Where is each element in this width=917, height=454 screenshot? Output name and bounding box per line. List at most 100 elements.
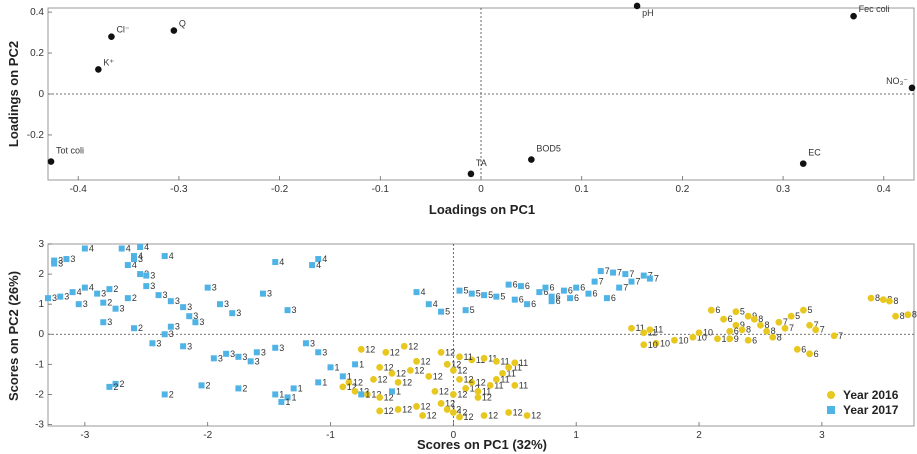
score-point-2016	[394, 378, 402, 386]
score-point-2017	[124, 262, 131, 269]
legend-marker-2017	[827, 406, 835, 414]
score-point-2016	[640, 329, 648, 337]
score-point-label: 4	[89, 244, 94, 254]
score-point-2017	[567, 295, 574, 302]
score-point-label: 3	[218, 353, 223, 363]
score-point-label: 12	[457, 407, 467, 417]
score-point-label: 12	[384, 392, 394, 402]
score-point-label: 4	[138, 251, 143, 261]
score-point-label: 12	[421, 401, 431, 411]
score-point-2016	[474, 388, 482, 395]
score-point-label: 3	[322, 347, 327, 357]
score-point-2016	[413, 357, 420, 365]
score-point-2016	[726, 335, 734, 343]
loadings-y-tick-label: 0	[38, 89, 44, 100]
score-point-label: 7	[599, 277, 604, 287]
score-point-2017	[548, 298, 555, 305]
score-point-2017	[315, 379, 322, 386]
score-point-2017	[94, 290, 101, 297]
score-point-label: 4	[169, 251, 174, 261]
score-point-label: 7	[654, 274, 659, 284]
score-point-2016	[689, 333, 697, 341]
score-point-label: 12	[451, 359, 461, 369]
scores-x-tick-label: -3	[80, 430, 89, 441]
score-point-2016	[419, 412, 427, 419]
score-point-label: 3	[107, 317, 112, 327]
loading-point-label: Cl⁻	[116, 25, 129, 35]
score-point-2016	[763, 327, 770, 335]
score-point-2016	[812, 326, 820, 334]
score-point-2016	[787, 312, 795, 320]
score-point-label: 10	[703, 328, 713, 338]
score-point-label: 1	[279, 389, 284, 399]
loadings-y-tick-label: 0.4	[30, 7, 44, 18]
score-point-label: 3	[138, 254, 143, 264]
score-point-2017	[161, 253, 168, 260]
score-point-2016	[468, 378, 476, 386]
score-point-2016	[351, 388, 359, 395]
loading-point-label: NO₃⁻	[886, 76, 908, 86]
scores-y-tick-label: 2	[38, 269, 44, 280]
score-point-label: 12	[476, 377, 486, 387]
score-point-2017	[51, 260, 58, 267]
score-point-2017	[180, 304, 187, 311]
score-point-label: 1	[396, 386, 401, 396]
score-point-label: 12	[402, 404, 412, 414]
score-point-2017	[272, 344, 279, 351]
score-point-label: 4	[421, 287, 426, 297]
legend-label-2017: Year 2017	[843, 403, 899, 417]
score-point-2017	[106, 383, 113, 390]
score-point-2017	[505, 281, 512, 288]
score-point-label: 7	[783, 317, 788, 327]
score-point-label: 12	[433, 371, 443, 381]
score-point-2017	[315, 256, 322, 263]
score-point-2017	[51, 257, 58, 264]
score-point-2017	[358, 391, 365, 398]
score-point-2017	[118, 245, 125, 252]
score-point-label: 12	[414, 365, 424, 375]
scores-x-axis-label: Scores on PC1 (32%)	[417, 437, 547, 452]
score-point-2017	[247, 358, 254, 365]
score-point-2016	[744, 336, 752, 344]
scores-x-tick-label: -1	[326, 430, 335, 441]
loadings-x-tick-label: 0.3	[776, 184, 790, 195]
scores-y-axis-label: Scores on PC2 (26%)	[6, 271, 21, 401]
score-point-label: 12	[378, 374, 388, 384]
score-point-label: 3	[279, 343, 284, 353]
score-point-label: 5	[795, 311, 800, 321]
score-point-2016	[345, 378, 353, 386]
score-point-label: 6	[728, 314, 733, 324]
loading-point	[108, 33, 115, 40]
score-point-label: 4	[89, 283, 94, 293]
score-point-2016	[388, 369, 396, 377]
score-point-2016	[499, 369, 506, 377]
score-point-2017	[143, 283, 150, 290]
score-point-2017	[646, 275, 653, 282]
score-point-label: 10	[660, 338, 670, 348]
score-point-label: 11	[476, 355, 485, 365]
score-point-2016	[628, 324, 635, 332]
score-point-label: 11	[519, 380, 528, 390]
score-point-2017	[81, 245, 88, 252]
score-point-2017	[290, 385, 297, 392]
score-point-label: 1	[292, 392, 297, 402]
score-point-label: 3	[101, 289, 106, 299]
scores-x-tick-label: 0	[451, 430, 457, 441]
loading-point-label: BOD5	[536, 144, 561, 154]
score-point-label: 7	[617, 268, 622, 278]
loadings-y-tick-label: 0.2	[30, 48, 44, 59]
score-point-2016	[376, 363, 384, 371]
score-point-label: 11	[500, 374, 509, 384]
score-point-label: 8	[746, 325, 751, 335]
score-point-2016	[413, 403, 420, 410]
scores-y-tick-label: 1	[38, 299, 44, 310]
score-point-2016	[793, 345, 801, 353]
score-point-2016	[431, 388, 439, 395]
score-point-label: 7	[629, 269, 634, 279]
score-point-2017	[161, 391, 168, 398]
score-point-2016	[750, 315, 758, 323]
score-point-2017	[628, 278, 635, 285]
score-point-label: 2	[206, 380, 211, 390]
score-point-label: 12	[470, 383, 480, 393]
score-point-2017	[560, 287, 567, 294]
